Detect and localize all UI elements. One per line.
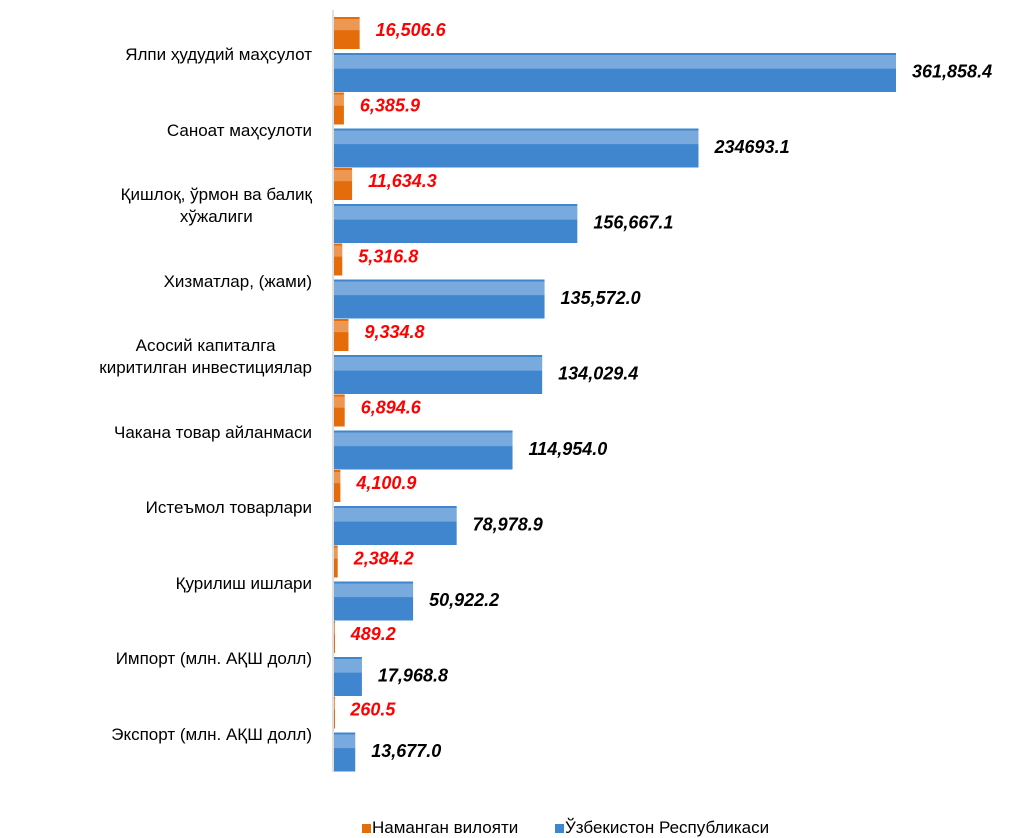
category-label: Хизматлар, (жами) xyxy=(163,271,312,291)
bar xyxy=(334,279,545,319)
bar xyxy=(334,657,362,696)
bar xyxy=(334,581,414,621)
category-label: Қурилиш ишлари xyxy=(175,573,312,593)
bar-highlight xyxy=(334,321,349,333)
legend-swatch xyxy=(555,824,564,833)
value-label: 50,922.2 xyxy=(429,590,499,610)
bar xyxy=(334,355,543,394)
bar xyxy=(334,394,345,427)
value-label: 9,334.8 xyxy=(364,322,424,342)
value-label: 5,316.8 xyxy=(358,246,418,266)
bar xyxy=(334,545,338,578)
value-label: 16,506.6 xyxy=(376,20,447,40)
bar-highlight xyxy=(334,281,545,296)
value-label: 78,978.9 xyxy=(473,514,543,534)
legend-label: Ўзбекистон Республикаси xyxy=(565,818,770,837)
bar-highlight xyxy=(334,583,414,598)
bar-highlight xyxy=(334,130,699,145)
value-label: 114,954.0 xyxy=(529,439,608,459)
bar-highlight xyxy=(334,472,341,484)
bar xyxy=(334,17,360,49)
bar xyxy=(334,470,341,502)
value-label: 6,385.9 xyxy=(360,95,420,115)
value-label: 260.5 xyxy=(349,699,396,719)
bar-highlight xyxy=(334,547,338,559)
bar-highlight xyxy=(334,206,578,220)
category-label: Истеъмол товарлари xyxy=(145,498,312,517)
value-label: 4,100.9 xyxy=(355,473,416,493)
bar-highlight xyxy=(334,245,343,257)
bar-highlight xyxy=(334,659,362,673)
value-label: 135,572.0 xyxy=(561,288,641,308)
bar xyxy=(334,621,335,653)
bar xyxy=(334,204,578,243)
value-label: 489.2 xyxy=(350,624,396,644)
bar xyxy=(334,696,335,729)
value-label: 234693.1 xyxy=(714,137,790,157)
bar-highlight xyxy=(334,396,345,408)
bar-highlight xyxy=(334,508,457,522)
bar-highlight xyxy=(334,170,353,182)
value-label: 2,384.2 xyxy=(353,548,414,568)
bar xyxy=(334,128,699,168)
category-label: Импорт (млн. АҚШ долл) xyxy=(115,649,312,668)
bar-highlight xyxy=(334,432,513,447)
bar-highlight xyxy=(334,734,356,749)
category-label: Экспорт (млн. АҚШ долл) xyxy=(111,724,312,744)
bar xyxy=(334,92,344,125)
bar xyxy=(334,319,349,351)
value-label: 11,634.3 xyxy=(368,171,437,191)
bar xyxy=(334,53,896,92)
value-label: 6,894.6 xyxy=(361,397,422,417)
value-label: 361,858.4 xyxy=(912,61,992,81)
bar xyxy=(334,430,513,470)
value-label: 134,029.4 xyxy=(558,363,638,383)
bar-highlight xyxy=(334,623,335,635)
bar xyxy=(334,506,457,545)
bar-highlight xyxy=(334,357,543,371)
bar-highlight xyxy=(334,19,360,31)
value-label: 13,677.0 xyxy=(371,741,441,761)
bar xyxy=(334,168,353,200)
bar-highlight xyxy=(334,94,344,106)
bar-highlight xyxy=(334,55,896,69)
legend-label: Наманган вилояти xyxy=(372,818,519,837)
bar-highlight xyxy=(334,698,335,710)
category-label: Қишлоқ, ўрмон ва балиқ хўжалиги xyxy=(120,185,312,226)
category-label: Чакана товар айланмаси xyxy=(114,422,312,442)
value-label: 156,667.1 xyxy=(593,212,673,232)
bar xyxy=(334,732,356,772)
legend-swatch xyxy=(362,824,371,833)
value-label: 17,968.8 xyxy=(378,665,448,685)
category-label: Асосий капиталга киритилган инвестицияла… xyxy=(99,336,312,377)
bar xyxy=(334,243,343,276)
category-label: Саноат маҳсулоти xyxy=(166,120,312,140)
category-label: Ялпи ҳудудий маҳсулот xyxy=(125,45,312,64)
